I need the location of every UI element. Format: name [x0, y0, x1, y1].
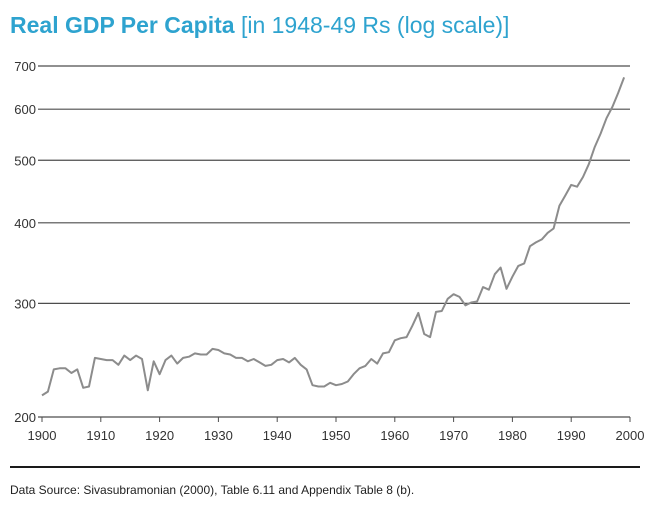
x-tick-label-1900: 1900: [28, 428, 57, 443]
x-tick-label-1930: 1930: [204, 428, 233, 443]
y-tick-label-200: 200: [14, 410, 36, 425]
x-tick-label-2000: 2000: [616, 428, 645, 443]
series-line-0: [41, 77, 626, 397]
x-tick-label-1990: 1990: [557, 428, 586, 443]
x-tick-label-1920: 1920: [145, 428, 174, 443]
x-tick-label-1950: 1950: [322, 428, 351, 443]
y-tick-label-400: 400: [14, 216, 36, 231]
x-tick-label-1910: 1910: [86, 428, 115, 443]
source-divider: [10, 466, 640, 468]
x-tick-label-1980: 1980: [498, 428, 527, 443]
gdp-line-chart: 200 300 400 500 600 700 1900 1910 1920 1930 1940 19…: [0, 50, 650, 455]
data-source-note: Data Source: Sivasubramonian (2000), Tab…: [10, 483, 415, 497]
y-tick-label-300: 300: [14, 296, 36, 311]
y-tick-label-500: 500: [14, 153, 36, 168]
x-tick-label-1940: 1940: [263, 428, 292, 443]
y-tick-label-700: 700: [14, 59, 36, 74]
x-tick-label-1960: 1960: [380, 428, 409, 443]
x-tick-label-1970: 1970: [439, 428, 468, 443]
chart-title: Real GDP Per Capita [in 1948-49 Rs (log …: [10, 12, 509, 39]
chart-title-subtitle: [in 1948-49 Rs (log scale)]: [240, 12, 510, 38]
chart-title-main: Real GDP Per Capita: [10, 12, 235, 38]
y-tick-label-600: 600: [14, 102, 36, 117]
chart-svg: 200 300 400 500 600 700 1900 1910 1920 1930 1940 19…: [14, 59, 645, 443]
